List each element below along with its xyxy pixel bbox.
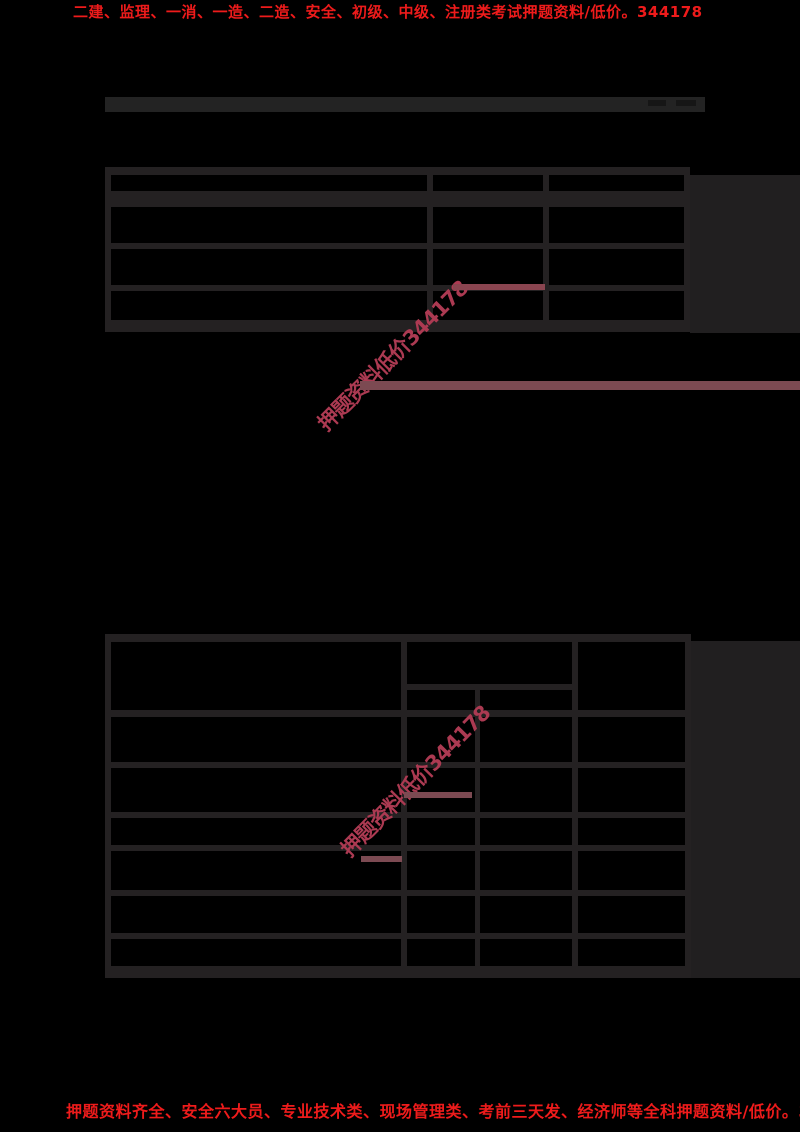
table2-row-border [105, 890, 691, 896]
table2-row-border [105, 933, 691, 939]
table2-row-border [105, 812, 691, 818]
table2-border-top [105, 634, 691, 642]
watermark2-strike-line [361, 856, 402, 862]
header-faint-mark [648, 100, 666, 106]
table1-col-border [543, 167, 549, 320]
table1-row-border [105, 285, 690, 291]
table1-row-border [105, 243, 690, 249]
header-rule [105, 97, 705, 112]
table2-header-bottom-border [105, 710, 691, 717]
table1-header-band [105, 191, 690, 207]
diagonal-watermark-2: 押题资料低价344178 [336, 701, 495, 862]
table2-header-split-border [407, 684, 577, 690]
table2-col-border [572, 634, 578, 966]
header-faint-mark [676, 100, 696, 106]
table1-border-right [684, 167, 690, 332]
watermark1-strike-line [453, 284, 545, 290]
table2-subcol-border [475, 690, 480, 966]
watermark1-strike-line [360, 381, 800, 390]
table2-row-border [105, 845, 691, 851]
watermark2-strike-line [404, 792, 472, 798]
table1-border-left [105, 167, 111, 332]
table2-col-border [401, 634, 407, 966]
table1-border-bottom [105, 320, 690, 332]
scan-edge-block-2 [691, 641, 800, 978]
table2-border-left [105, 634, 111, 978]
scan-edge-block-1 [690, 175, 800, 333]
table1-col-border [427, 167, 433, 320]
table2-border-right [685, 634, 691, 978]
table1-border-top [105, 167, 690, 175]
bottom-ad-banner: 押题资料齐全、安全六大员、专业技术类、现场管理类、考前三天发、经济师等全科押题资… [66, 1102, 800, 1121]
top-ad-banner: 二建、监理、一消、一造、二造、安全、初级、中级、注册类考试押题资料/低价。344… [73, 3, 703, 21]
table2-row-border [105, 762, 691, 768]
table2-border-bottom [105, 966, 691, 978]
